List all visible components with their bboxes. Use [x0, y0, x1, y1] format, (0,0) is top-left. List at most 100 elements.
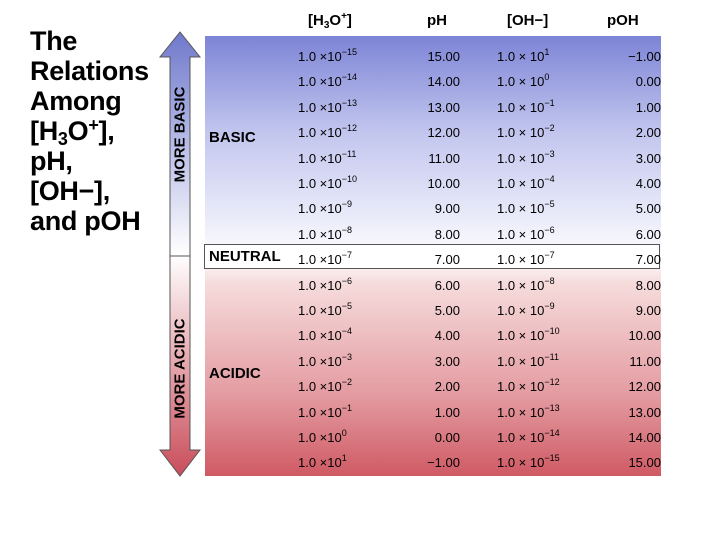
h3o-cell: 1.0 ×10−2 — [298, 374, 352, 399]
poh-cell: 6.00 — [635, 226, 661, 242]
h3o-exponent: −2 — [341, 377, 353, 388]
oh-cell: 1.0 × 10−13 — [497, 400, 560, 425]
h3o-cell: 1.0 ×10−11 — [298, 146, 356, 171]
poh-cell: 14.00 — [628, 430, 661, 445]
header-text: [H — [308, 12, 324, 29]
h3o-exponent: −1 — [341, 402, 353, 413]
oh-cell: 1.0 × 10−5 — [497, 196, 555, 221]
h3o-base: 1.0 ×10 — [298, 74, 342, 90]
table-row: 1.0 ×10−3 3.00 1.0 × 10−11 11.00 — [205, 349, 661, 374]
h3o-base: 1.0 ×10 — [298, 328, 342, 344]
header-poh: pOH — [607, 12, 639, 29]
oh-base: 1.0 × 10 — [497, 303, 545, 318]
h3o-base: 1.0 ×10 — [298, 379, 342, 395]
oh-exponent: −10 — [544, 326, 560, 337]
oh-cell: 1.0 × 10−4 — [497, 171, 555, 196]
ph-cell: 2.00 — [435, 374, 460, 399]
ph-cell: 11.00 — [428, 146, 460, 171]
h3o-exponent: −12 — [341, 123, 358, 134]
h3o-base: 1.0 ×10 — [298, 226, 342, 242]
header-ph: pH — [427, 12, 447, 29]
poh-cell: 9.00 — [635, 303, 661, 318]
ph-value: −1.00 — [427, 455, 460, 471]
title-line: Among — [30, 86, 122, 116]
h3o-exponent: 0 — [341, 428, 347, 438]
h3o-cell: 1.0 ×10−4 — [298, 323, 352, 348]
oh-exponent: −6 — [544, 224, 555, 235]
table-row: 1.0 ×10−2 2.00 1.0 × 10−12 12.00 — [205, 374, 661, 399]
table-row: 1.0 ×10−14 14.00 1.0 × 100 0.00 — [205, 69, 661, 94]
h3o-exponent: −14 — [341, 72, 358, 83]
h3o-base: 1.0 ×10 — [298, 150, 342, 166]
h3o-exponent: −11 — [341, 148, 357, 159]
ph-cell: 15.00 — [427, 44, 460, 69]
poh-cell: 12.00 — [628, 379, 661, 395]
h3o-exponent: −13 — [341, 97, 358, 108]
oh-cell: 1.0 × 10−9 — [497, 298, 555, 323]
h3o-cell: 1.0 ×10−1 — [298, 400, 352, 425]
oh-exponent: 0 — [544, 72, 550, 83]
ph-value: 11.00 — [428, 150, 460, 166]
header-text: O — [329, 12, 342, 29]
poh-cell: 11.00 — [629, 353, 661, 369]
ph-value: 5.00 — [434, 303, 460, 318]
table-row: 1.0 ×10−4 4.00 1.0 × 10−10 10.00 — [205, 323, 661, 348]
poh-cell: 7.00 — [635, 252, 661, 268]
oh-exponent: −13 — [544, 402, 560, 413]
oh-base: 1.0 × 10 — [497, 201, 545, 217]
h3o-base: 1.0 ×10 — [298, 201, 342, 217]
oh-cell: 1.0 × 100 — [497, 69, 549, 94]
ph-cell: 9.00 — [435, 196, 460, 221]
oh-exponent: −1 — [544, 97, 555, 108]
h3o-cell: 1.0 ×10−5 — [298, 298, 352, 323]
poh-cell: 4.00 — [635, 176, 661, 191]
h3o-base: 1.0 ×10 — [298, 303, 342, 318]
title-text: ], — [98, 116, 115, 146]
ph-value: 9.00 — [434, 201, 460, 217]
h3o-cell: 1.0 ×10−6 — [298, 273, 352, 298]
h3o-base: 1.0 ×10 — [298, 277, 342, 293]
neutral-row-box — [204, 244, 660, 269]
ph-value: 12.00 — [427, 125, 460, 141]
ph-cell: −1.00 — [427, 450, 460, 475]
arrow-shape — [158, 31, 202, 477]
oh-base: 1.0 × 10 — [497, 404, 545, 420]
h3o-base: 1.0 ×10 — [298, 99, 342, 115]
title-line: [OH−], — [30, 176, 110, 206]
oh-cell: 1.0 × 10−8 — [497, 273, 555, 298]
h3o-cell: 1.0 ×101 — [298, 450, 347, 475]
h3o-base: 1.0 ×10 — [298, 430, 342, 445]
table-row: 1.0 ×10−15 15.00 1.0 × 101 −1.00 — [205, 44, 661, 69]
title-line: Relations — [30, 56, 149, 86]
title-subscript: 3 — [57, 129, 68, 149]
ph-value: 2.00 — [434, 379, 460, 395]
oh-base: 1.0 × 10 — [497, 430, 545, 445]
ph-cell: 8.00 — [435, 222, 460, 247]
table-row: 1.0 ×10−10 10.00 1.0 × 10−4 4.00 — [205, 171, 661, 196]
oh-exponent: −15 — [544, 453, 560, 464]
oh-base: 1.0 × 10 — [497, 99, 545, 115]
oh-exponent: −2 — [544, 123, 555, 134]
table-row: 1.0 ×10−7 7.00 1.0 × 10−7 7.00 — [205, 247, 661, 272]
ph-value: 7.00 — [434, 252, 460, 268]
h3o-exponent: −15 — [341, 47, 358, 57]
ph-value: 15.00 — [427, 49, 460, 64]
oh-base: 1.0 × 10 — [497, 49, 545, 64]
ph-cell: 10.00 — [427, 171, 460, 196]
poh-cell: 13.00 — [628, 404, 661, 420]
ph-cell: 12.00 — [427, 120, 460, 145]
oh-exponent: −3 — [544, 148, 555, 159]
oh-exponent: −8 — [544, 275, 555, 286]
h3o-exponent: −4 — [341, 326, 353, 337]
neutral-row-layer: 1.0 ×10−7 7.00 1.0 × 10−7 7.00 — [205, 36, 661, 476]
ph-cell: 0.00 — [435, 425, 460, 450]
h3o-base: 1.0 ×10 — [298, 252, 342, 268]
poh-cell: 15.00 — [628, 455, 661, 471]
table-row: 1.0 ×10−8 8.00 1.0 × 10−6 6.00 — [205, 222, 661, 247]
ph-value: 6.00 — [434, 277, 460, 293]
table-row: 1.0 ×10−13 13.00 1.0 × 10−1 1.00 — [205, 95, 661, 120]
oh-base: 1.0 × 10 — [497, 455, 545, 471]
title-line: and pOH — [30, 206, 141, 236]
ph-cell: 6.00 — [435, 273, 460, 298]
oh-base: 1.0 × 10 — [497, 74, 545, 90]
